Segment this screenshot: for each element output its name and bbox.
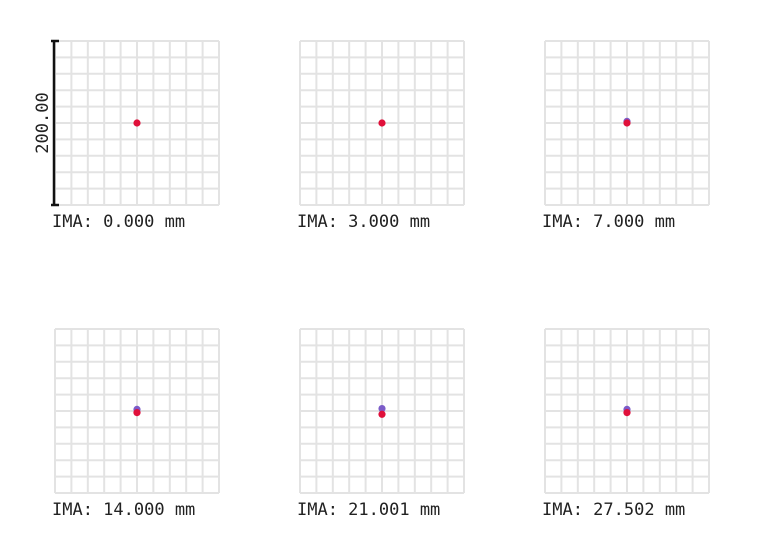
spot-panel: IMA: 27.502 mm	[542, 328, 710, 520]
spot-panel: IMA: 7.000 mm	[542, 40, 710, 232]
field-label: IMA: 7.000 mm	[542, 212, 675, 232]
spot-point	[378, 119, 386, 127]
spot-panel: IMA: 14.000 mm	[52, 328, 220, 520]
spot-panel: IMA: 21.001 mm	[297, 328, 465, 520]
field-label: IMA: 14.000 mm	[52, 500, 195, 520]
field-label: IMA: 3.000 mm	[297, 212, 430, 232]
spot-point	[623, 119, 631, 127]
spot-panel: IMA: 0.000 mm	[52, 40, 220, 232]
spot-point	[623, 409, 631, 417]
field-label: IMA: 0.000 mm	[52, 212, 185, 232]
spot-point	[133, 119, 141, 127]
field-label: IMA: 21.001 mm	[297, 500, 440, 520]
spot-panel: IMA: 3.000 mm	[297, 40, 465, 232]
spot-point	[133, 409, 141, 417]
spot-point	[378, 410, 386, 418]
scale-bar-label: 200.00	[33, 92, 53, 153]
field-label: IMA: 27.502 mm	[542, 500, 685, 520]
spot-point	[378, 404, 386, 413]
